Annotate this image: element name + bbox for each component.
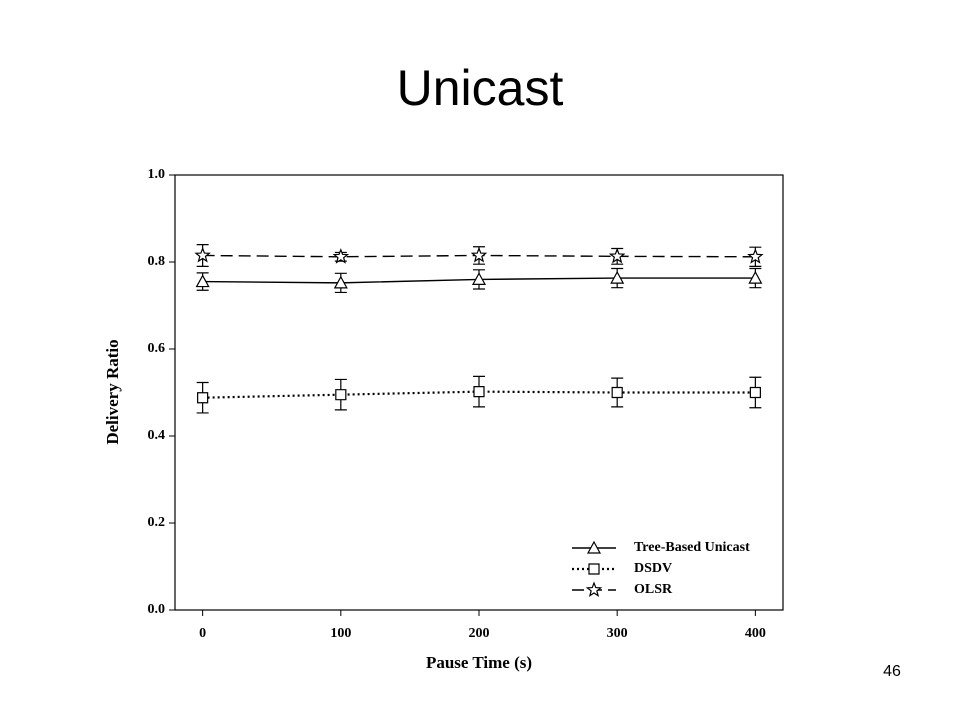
legend-label: Tree-Based Unicast — [634, 540, 750, 555]
slide-title: Unicast — [397, 60, 564, 116]
y-tick-label: 0.0 — [148, 602, 166, 617]
y-tick-label: 0.4 — [148, 428, 166, 443]
marker — [588, 563, 600, 575]
marker — [470, 246, 488, 263]
marker — [335, 389, 347, 401]
marker — [748, 270, 763, 284]
x-tick-label: 0 — [199, 626, 206, 641]
marker — [747, 248, 764, 264]
y-tick-label: 0.8 — [148, 254, 166, 269]
y-axis-label: Delivery Ratio — [103, 339, 122, 444]
marker — [611, 386, 623, 399]
x-tick-label: 300 — [607, 626, 628, 641]
page-number: 46 — [883, 663, 901, 680]
marker — [197, 392, 209, 404]
y-tick-label: 0.2 — [148, 515, 166, 530]
marker — [585, 581, 603, 598]
marker — [586, 540, 602, 554]
marker — [333, 275, 348, 289]
marker — [608, 247, 626, 264]
marker — [473, 386, 485, 398]
marker — [195, 274, 210, 288]
x-tick-label: 400 — [745, 626, 766, 641]
x-axis-label: Pause Time (s) — [426, 653, 532, 672]
legend-label: DSDV — [634, 561, 672, 576]
x-tick-label: 200 — [469, 626, 490, 641]
marker — [749, 386, 761, 399]
marker — [610, 270, 625, 284]
y-tick-label: 0.6 — [148, 341, 166, 356]
x-tick-label: 100 — [330, 626, 351, 641]
legend-label: OLSR — [634, 582, 673, 597]
marker — [194, 246, 211, 263]
marker — [332, 248, 350, 264]
marker — [471, 272, 487, 285]
y-tick-label: 1.0 — [148, 167, 166, 182]
